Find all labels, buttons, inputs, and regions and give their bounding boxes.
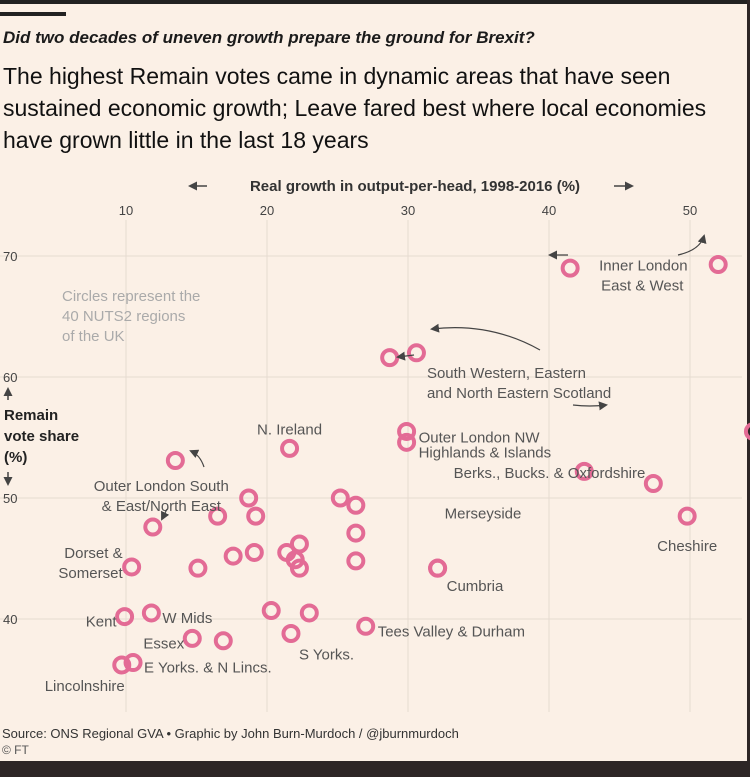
data-points — [112, 254, 750, 675]
point-label: East & West — [601, 278, 684, 295]
point-label: Berks., Bucks. & Oxfordshire — [454, 465, 646, 482]
data-point — [743, 422, 750, 441]
data-point — [356, 616, 376, 636]
point-label: Cumbria — [447, 578, 504, 595]
data-point — [397, 432, 417, 452]
data-point — [677, 506, 697, 526]
data-point — [182, 628, 202, 648]
y-axis-label-line-2: vote share — [4, 428, 79, 445]
source-credit: Source: ONS Regional GVA • Graphic by Jo… — [2, 726, 459, 741]
chart-title: The highest Remain votes came in dynamic… — [3, 63, 707, 153]
point-label: Somerset — [58, 565, 123, 582]
point-label: Cheshire — [657, 538, 717, 555]
data-point — [141, 603, 161, 623]
y-axis-title: Remain vote share (%) — [3, 387, 79, 486]
point-label: & East/North East — [102, 498, 222, 515]
x-tick-label: 10 — [119, 203, 133, 218]
data-point — [380, 348, 400, 368]
point-label: Highlands & Islands — [419, 444, 552, 461]
y-axis-label-line-3: (%) — [4, 449, 27, 466]
bottom-border — [0, 761, 750, 777]
x-tick-label: 30 — [401, 203, 415, 218]
data-point — [289, 534, 309, 554]
note-line-2: 40 NUTS2 regions — [62, 308, 185, 325]
data-point — [223, 546, 243, 566]
x-tick-label: 20 — [260, 203, 274, 218]
data-point — [280, 438, 300, 458]
point-label: Essex — [143, 635, 184, 652]
annotation-arrows — [161, 234, 707, 521]
data-point — [708, 254, 728, 274]
x-tick-label: 40 — [542, 203, 556, 218]
x-axis-label: Real growth in output-per-head, 1998-201… — [250, 178, 580, 195]
y-tick-labels: 40 50 60 70 — [3, 249, 17, 627]
data-point — [165, 450, 185, 470]
point-label: Outer London South — [94, 478, 229, 495]
data-point — [346, 495, 366, 515]
point-label: Outer London NW — [419, 429, 541, 446]
y-tick-label: 60 — [3, 370, 17, 385]
y-tick-label: 70 — [3, 249, 17, 264]
chart-question: Did two decades of uneven growth prepare… — [3, 28, 535, 47]
point-label: Dorset & — [64, 545, 122, 562]
chart-note: Circles represent the 40 NUTS2 regions o… — [62, 288, 200, 345]
data-point — [428, 558, 448, 578]
data-point — [397, 421, 417, 441]
data-point — [122, 557, 142, 577]
point-label: Inner London — [599, 258, 687, 275]
data-point — [346, 523, 366, 543]
data-point — [115, 607, 135, 627]
data-point — [643, 473, 663, 493]
point-label: and North Eastern Scotland — [427, 385, 611, 402]
point-label: E Yorks. & N Lincs. — [144, 660, 272, 677]
point-label: South Western, Eastern — [427, 365, 586, 382]
point-label: Lincolnshire — [45, 678, 125, 695]
data-point — [213, 631, 233, 651]
y-axis-label-line-1: Remain — [4, 407, 58, 424]
point-labels: Inner London East & West South Western, Ea… — [45, 258, 717, 695]
point-label: W Mids — [162, 610, 212, 627]
data-point — [246, 506, 266, 526]
data-point — [208, 506, 228, 526]
right-border — [747, 0, 750, 777]
data-point — [330, 488, 350, 508]
y-tick-label: 50 — [3, 491, 17, 506]
data-point — [188, 558, 208, 578]
note-line-1: Circles represent the — [62, 288, 200, 305]
point-label: Kent — [86, 614, 118, 631]
data-point — [346, 551, 366, 571]
top-rule — [0, 12, 66, 16]
x-axis-title: Real growth in output-per-head, 1998-201… — [188, 178, 634, 195]
data-point — [281, 624, 301, 644]
y-tick-label: 40 — [3, 612, 17, 627]
data-point — [244, 542, 264, 562]
point-label: S Yorks. — [299, 647, 354, 664]
note-line-3: of the UK — [62, 328, 125, 345]
copyright: © FT — [2, 743, 29, 757]
point-label: Tees Valley & Durham — [378, 623, 525, 640]
x-tick-label: 50 — [683, 203, 697, 218]
data-point — [289, 558, 309, 578]
data-point — [560, 258, 580, 278]
x-tick-labels: 10 20 30 40 50 — [119, 203, 697, 218]
point-label: Merseyside — [445, 506, 522, 523]
data-point — [574, 461, 594, 481]
data-point — [261, 601, 281, 621]
point-label: N. Ireland — [257, 421, 322, 438]
data-point — [299, 603, 319, 623]
grid — [0, 220, 742, 712]
data-point — [239, 488, 259, 508]
data-point — [112, 655, 132, 675]
data-point — [406, 343, 426, 363]
data-point — [143, 517, 163, 537]
data-point — [123, 653, 143, 673]
top-border — [0, 0, 750, 4]
